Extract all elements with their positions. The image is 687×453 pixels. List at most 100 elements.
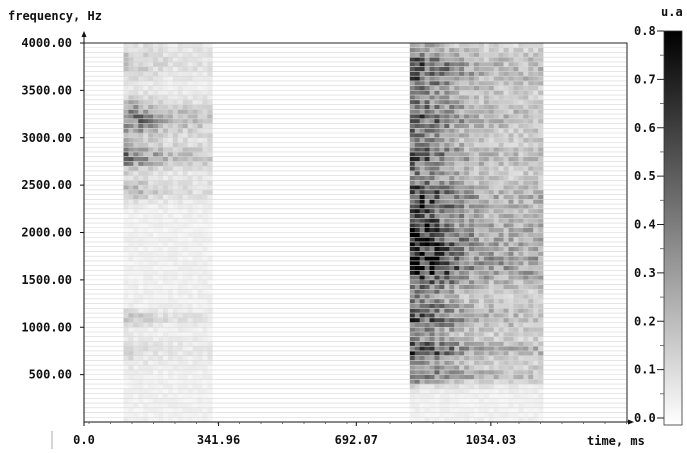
heatmap-cell xyxy=(424,161,430,167)
heatmap-cell xyxy=(419,80,425,86)
heatmap-cell xyxy=(182,256,188,262)
heatmap-cell xyxy=(439,407,445,413)
heatmap-cell xyxy=(202,189,208,195)
heatmap-cell xyxy=(503,114,509,120)
heatmap-cell xyxy=(192,80,198,86)
heatmap-cell xyxy=(158,218,164,224)
heatmap-cell xyxy=(207,128,213,134)
heatmap-cell xyxy=(464,289,470,295)
heatmap-cell xyxy=(409,128,416,134)
heatmap-cell xyxy=(153,133,159,139)
heatmap-cell xyxy=(128,137,134,143)
heatmap-cell xyxy=(478,218,485,224)
heatmap-cell xyxy=(148,204,154,210)
heatmap-cell xyxy=(409,365,416,371)
heatmap-cell xyxy=(538,313,544,319)
heatmap-cell xyxy=(429,208,435,214)
heatmap-cell xyxy=(187,384,193,390)
heatmap-cell xyxy=(177,294,184,300)
heatmap-cell xyxy=(133,403,139,409)
heatmap-cell xyxy=(518,237,524,243)
heatmap-cell xyxy=(439,185,445,191)
heatmap-cell xyxy=(493,369,499,375)
heatmap-cell xyxy=(498,412,504,418)
heatmap-cell xyxy=(449,175,455,181)
heatmap-cell xyxy=(153,294,159,300)
heatmap-cell xyxy=(409,213,416,219)
heatmap-cell xyxy=(483,142,490,148)
heatmap-cell xyxy=(449,251,455,257)
heatmap-cell xyxy=(449,237,455,243)
heatmap-cell xyxy=(454,279,460,285)
heatmap-cell xyxy=(192,232,198,238)
heatmap-cell xyxy=(148,189,154,195)
heatmap-cell xyxy=(538,123,544,129)
heatmap-cell xyxy=(483,170,490,176)
heatmap-cell xyxy=(148,194,154,200)
heatmap-cell xyxy=(454,109,460,115)
heatmap-cell xyxy=(158,227,164,233)
heatmap-cell xyxy=(449,260,455,266)
heatmap-cell xyxy=(449,185,455,191)
heatmap-cell xyxy=(148,133,154,139)
y-ticks: 4000.003500.003000.002500.002000.001500.… xyxy=(21,36,84,382)
heatmap-cell xyxy=(153,95,159,101)
heatmap-cell xyxy=(424,308,430,314)
heatmap-cell xyxy=(483,199,490,205)
heatmap-cell xyxy=(503,417,509,423)
heatmap-cell xyxy=(434,365,440,371)
heatmap-cell xyxy=(153,189,159,195)
heatmap-cell xyxy=(187,61,193,67)
heatmap-cell xyxy=(533,189,539,195)
heatmap-cell xyxy=(182,76,188,82)
heatmap-cell xyxy=(439,104,445,110)
heatmap-cell xyxy=(454,194,460,200)
heatmap-cell xyxy=(469,407,475,413)
heatmap-cell xyxy=(469,99,475,105)
heatmap-cell xyxy=(419,251,425,257)
heatmap-cell xyxy=(162,350,169,356)
heatmap-cell xyxy=(148,294,154,300)
heatmap-cell xyxy=(503,369,509,375)
heatmap-cell xyxy=(503,303,509,309)
heatmap-cell xyxy=(158,147,164,153)
heatmap-cell xyxy=(177,47,184,53)
heatmap-cell xyxy=(424,417,430,423)
heatmap-cell xyxy=(533,71,539,77)
heatmap-cell xyxy=(153,308,159,314)
heatmap-cell xyxy=(207,109,213,115)
heatmap-cell xyxy=(202,133,208,139)
heatmap-cell xyxy=(162,175,169,181)
heatmap-cell xyxy=(182,170,188,176)
heatmap-cell xyxy=(128,322,134,328)
heatmap-cell xyxy=(439,369,445,375)
heatmap-cell xyxy=(483,346,490,352)
heatmap-cell xyxy=(424,388,430,394)
heatmap-cell xyxy=(533,76,539,82)
heatmap-cell xyxy=(123,284,129,290)
heatmap-cell xyxy=(419,265,425,271)
heatmap-cell xyxy=(454,237,460,243)
heatmap-cell xyxy=(498,151,504,157)
heatmap-cell xyxy=(469,204,475,210)
heatmap-cell xyxy=(138,213,144,219)
heatmap-cell xyxy=(473,61,480,67)
heatmap-cell xyxy=(158,104,164,110)
heatmap-cell xyxy=(128,251,134,257)
heatmap-cell xyxy=(409,350,416,356)
heatmap-cell xyxy=(182,104,188,110)
heatmap-cell xyxy=(148,90,154,96)
heatmap-cell xyxy=(424,393,430,399)
heatmap-cell xyxy=(434,43,440,49)
heatmap-cell xyxy=(197,142,203,148)
heatmap-cell xyxy=(202,398,208,404)
heatmap-cell xyxy=(128,57,134,63)
heatmap-cell xyxy=(503,218,509,224)
heatmap-cell xyxy=(424,109,430,115)
heatmap-cell xyxy=(473,331,480,338)
heatmap-cell xyxy=(528,279,534,285)
heatmap-cell xyxy=(533,123,539,129)
heatmap-cell xyxy=(177,298,184,304)
heatmap-cell xyxy=(148,227,154,233)
heatmap-cell xyxy=(153,398,159,404)
